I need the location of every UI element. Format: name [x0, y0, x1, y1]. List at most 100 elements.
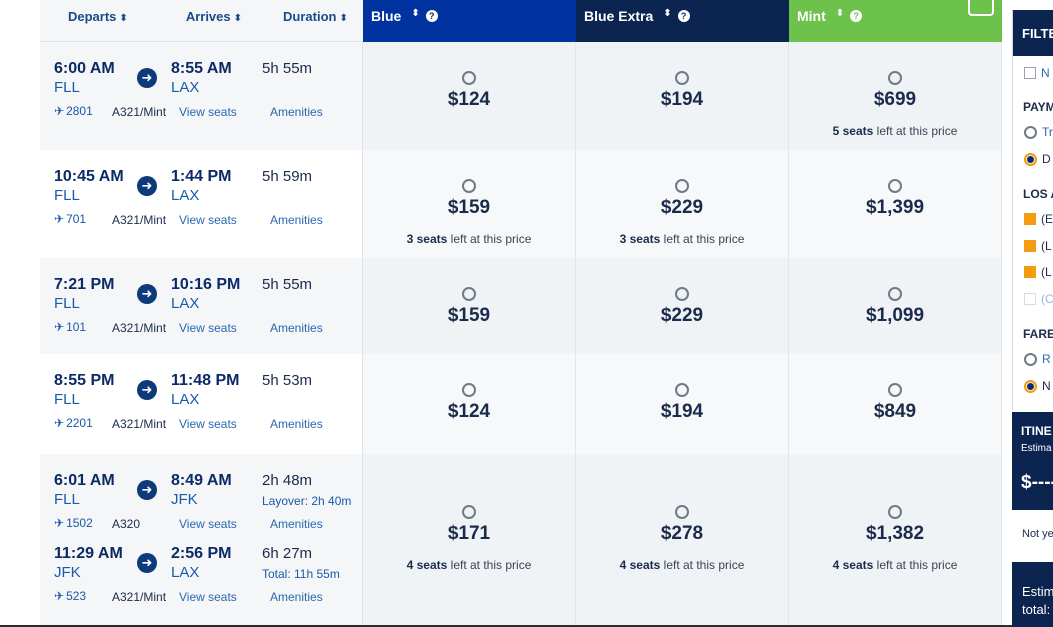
airport-option-2[interactable]: (L: [1024, 265, 1052, 279]
payment-heading: PAYM: [1023, 100, 1053, 114]
help-icon[interactable]: ?: [850, 10, 863, 22]
fare-header-mint[interactable]: Mint ⬍?: [789, 0, 1002, 42]
radio-selected-icon[interactable]: [1024, 152, 1037, 166]
radio-icon[interactable]: [1024, 352, 1037, 366]
fare-radio[interactable]: [888, 71, 902, 85]
fare-radio[interactable]: [462, 383, 476, 397]
fare-option-blue[interactable]: $171 4 seats left at this price: [363, 454, 576, 626]
fare-option-mint[interactable]: $1,399: [789, 150, 1002, 258]
amenities-link[interactable]: Amenities: [270, 517, 323, 531]
flight-row: 6:01 AM FLL ➜ 8:49 AM JFK 2h 48m Layover: 2h 4…: [40, 454, 1002, 626]
fare-option-mint[interactable]: $699 5 seats left at this price: [789, 42, 1002, 150]
option-label: N: [1042, 379, 1051, 393]
fare-option-blue[interactable]: $159: [363, 258, 576, 354]
fare-radio[interactable]: [462, 179, 476, 193]
fare-radio[interactable]: [675, 383, 689, 397]
checkbox-checked-icon[interactable]: [1024, 240, 1036, 252]
view-seats-link[interactable]: View seats: [179, 590, 237, 604]
checkbox-checked-icon[interactable]: [1024, 213, 1036, 225]
fare-radio[interactable]: [462, 505, 476, 519]
fare-radio[interactable]: [675, 287, 689, 301]
fare-radio[interactable]: [675, 179, 689, 193]
payment-option-0[interactable]: Tr: [1024, 125, 1053, 139]
fare-option-blue[interactable]: $124: [363, 42, 576, 150]
arrive-time: 2:56 PM: [171, 545, 232, 562]
nonstop-filter[interactable]: N: [1024, 66, 1050, 80]
arrow-right-icon: ➜: [137, 480, 157, 500]
fare-option-blue[interactable]: $159 3 seats left at this price: [363, 150, 576, 258]
fare-option-extra[interactable]: $278 4 seats left at this price: [576, 454, 789, 626]
fare-price: $171: [447, 523, 491, 544]
sort-duration[interactable]: Duration ⬍: [283, 0, 348, 24]
fare-price: $278: [660, 523, 704, 544]
amenities-link[interactable]: Amenities: [270, 590, 323, 604]
sort-departs[interactable]: Departs ⬍: [68, 0, 128, 24]
amenities-link[interactable]: Amenities: [270, 105, 323, 119]
fare-price: $1,382: [865, 523, 925, 544]
aircraft-type: A321/Mint: [112, 590, 167, 604]
arrive-time: 10:16 PM: [171, 276, 241, 293]
fare-radio[interactable]: [675, 71, 689, 85]
fare-radio[interactable]: [888, 383, 902, 397]
view-seats-link[interactable]: View seats: [179, 417, 237, 431]
fare-radio[interactable]: [888, 505, 902, 519]
arrow-right-icon: ➜: [137, 380, 157, 400]
fare-option-1[interactable]: N: [1024, 379, 1051, 393]
fare-radio[interactable]: [888, 179, 902, 193]
arrive-airport: JFK: [171, 491, 198, 508]
amenities-link[interactable]: Amenities: [270, 321, 323, 335]
checkbox-icon[interactable]: [1024, 293, 1036, 305]
fare-option-extra[interactable]: $194: [576, 42, 789, 150]
radio-icon[interactable]: [1024, 125, 1037, 139]
estimate-panel: Estim total:: [1012, 562, 1053, 627]
fare-option-mint[interactable]: $1,382 4 seats left at this price: [789, 454, 1002, 626]
view-seats-link[interactable]: View seats: [179, 105, 237, 119]
fare-option-extra[interactable]: $229 3 seats left at this price: [576, 150, 789, 258]
airport-option-1[interactable]: (L: [1024, 239, 1052, 253]
fare-radio[interactable]: [888, 287, 902, 301]
expand-icon[interactable]: [968, 0, 994, 16]
help-icon[interactable]: ?: [425, 10, 438, 22]
fare-price: $159: [447, 197, 491, 218]
fare-radio[interactable]: [675, 505, 689, 519]
depart-time: 6:00 AM: [54, 60, 115, 77]
flight-row: 7:21 PM FLL ➜ 10:16 PM LAX 5h 55m ✈ 101 A321/Min…: [40, 258, 1002, 354]
depart-airport: JFK: [54, 564, 81, 581]
airport-option-0[interactable]: (E: [1024, 212, 1053, 226]
fare-header-blue-extra[interactable]: Blue Extra ⬍?: [576, 0, 789, 42]
radio-selected-icon[interactable]: [1024, 379, 1037, 393]
fare-option-extra[interactable]: $194: [576, 354, 789, 454]
fare-option-blue[interactable]: $124: [363, 354, 576, 454]
flight-number: ✈ 101: [54, 320, 86, 334]
arrow-right-icon: ➜: [137, 176, 157, 196]
fare-header-blue[interactable]: Blue ⬍?: [363, 0, 576, 42]
divider: [0, 625, 1012, 627]
fare-price: $159: [447, 305, 491, 326]
help-icon[interactable]: ?: [677, 10, 690, 22]
flight-number: ✈ 2201: [54, 416, 93, 430]
amenities-link[interactable]: Amenities: [270, 417, 323, 431]
flight-row: 8:55 PM FLL ➜ 11:48 PM LAX 5h 53m ✈ 2201 A321/Mi…: [40, 354, 1002, 454]
view-seats-link[interactable]: View seats: [179, 213, 237, 227]
seats-left: 4 seats left at this price: [363, 558, 575, 572]
depart-airport: FLL: [54, 295, 80, 312]
fare-radio[interactable]: [462, 71, 476, 85]
flight-info: 10:45 AM FLL ➜ 1:44 PM LAX 5h 59m ✈ 701 A321/Min…: [40, 150, 363, 258]
checkbox-checked-icon[interactable]: [1024, 266, 1036, 278]
fare-option-mint[interactable]: $1,099: [789, 258, 1002, 354]
sort-icon: ⬍: [663, 8, 672, 19]
itinerary-title: ITINE: [1021, 424, 1052, 438]
view-seats-link[interactable]: View seats: [179, 517, 237, 531]
fare-option-mint[interactable]: $849: [789, 354, 1002, 454]
airport-option-3[interactable]: (C: [1024, 292, 1053, 306]
sort-arrives[interactable]: Arrives ⬍: [186, 0, 242, 24]
fare-option-extra[interactable]: $229: [576, 258, 789, 354]
amenities-link[interactable]: Amenities: [270, 213, 323, 227]
fare-option-0[interactable]: R: [1024, 352, 1051, 366]
depart-time: 7:21 PM: [54, 276, 115, 293]
checkbox-icon[interactable]: [1024, 67, 1036, 79]
fare-radio[interactable]: [462, 287, 476, 301]
arrive-airport: LAX: [171, 391, 200, 408]
payment-option-1[interactable]: D: [1024, 152, 1051, 166]
view-seats-link[interactable]: View seats: [179, 321, 237, 335]
